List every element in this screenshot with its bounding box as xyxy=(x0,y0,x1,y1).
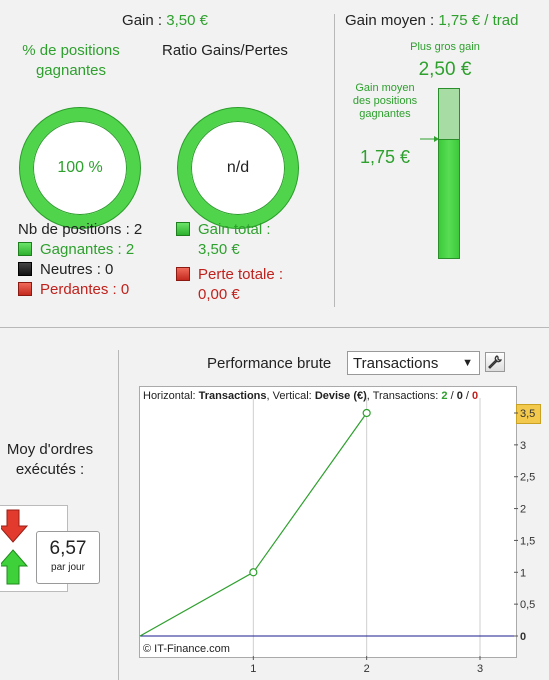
nb-positions-label: Nb de positions : 2 xyxy=(18,220,143,238)
pct-winning-value: 100 % xyxy=(57,159,103,176)
y-tick-label: 2,5 xyxy=(520,472,535,484)
gain-total-amount: 3,50 € xyxy=(198,240,240,258)
y-tick-label: 1,5 xyxy=(520,535,535,547)
legend-perdantes: Perdantes : 0 xyxy=(18,279,129,299)
avg-winning-value: 1,75 € xyxy=(359,147,411,167)
caption-vertical-value: Devise (€) xyxy=(314,390,367,402)
ratio-value: n/d xyxy=(226,159,250,176)
gain-total-value: 3,50 € xyxy=(198,239,240,259)
pct-winning-title: % de positions gagnantes xyxy=(22,42,120,79)
divider-vertical-top xyxy=(334,14,335,307)
gain-total-label: Gain total : xyxy=(198,220,271,238)
caption-transactions: , Transactions: xyxy=(366,390,439,402)
red-square-icon xyxy=(176,267,190,281)
legend-perte-totale: Perte totale : xyxy=(176,264,283,284)
legend-neutres: Neutres : 0 xyxy=(18,259,113,279)
y-tick-label: 1 xyxy=(520,567,526,579)
y-tick-label: 2 xyxy=(520,504,526,516)
green-square-icon xyxy=(18,242,32,256)
red-square-icon xyxy=(18,282,32,296)
settings-button[interactable] xyxy=(485,352,505,372)
orders-label: Moy d'ordres exécutés : xyxy=(6,441,94,478)
average-gain-value: 1,75 € / trad xyxy=(438,12,519,29)
chevron-down-icon: ▼ xyxy=(462,357,473,369)
nb-positions: Nb de positions : 2 xyxy=(18,219,142,239)
x-tick-label: 3 xyxy=(477,663,483,675)
chart-caption: Horizontal: Transactions, Vertical: Devi… xyxy=(143,390,479,402)
data-point xyxy=(362,408,371,418)
ratio-title: Ratio Gains/Pertes xyxy=(162,42,288,59)
data-point xyxy=(249,568,258,577)
divider-horizontal xyxy=(0,327,549,328)
orders-card: 6,57 par jour xyxy=(36,531,100,584)
perte-totale-label: Perte totale : xyxy=(198,265,284,283)
caption-vertical: , Vertical: xyxy=(266,390,312,402)
performance-label: Performance brute xyxy=(207,355,332,372)
divider-vertical-bottom xyxy=(118,350,119,680)
y-tick-label: 3 xyxy=(520,440,526,452)
legend-gagnantes: Gagnantes : 2 xyxy=(18,239,134,259)
perte-totale-amount: 0,00 € xyxy=(198,285,240,303)
gain-value: 3,50 € xyxy=(166,12,208,29)
caption-winning-count: 2 xyxy=(441,390,448,402)
avg-winning-label: Gain moyen des positions gagnantes xyxy=(352,82,418,120)
perdantes-label: Perdantes : 0 xyxy=(40,280,130,298)
arrow-right-icon xyxy=(420,136,439,142)
caption-horizontal-value: Transactions xyxy=(198,390,267,402)
green-square-icon xyxy=(176,222,190,236)
orders-unit: par jour xyxy=(51,562,85,573)
biggest-gain-label: Plus gros gain xyxy=(410,41,480,53)
caption-horizontal: Horizontal: xyxy=(143,390,196,402)
performance-select-value: Transactions xyxy=(353,354,439,372)
gauge-max-zone xyxy=(439,89,459,140)
black-square-icon xyxy=(18,262,32,276)
caption-losing-count: 0 xyxy=(472,390,479,402)
y-tick-label: 0,5 xyxy=(520,599,535,611)
y-tick-label: 0 xyxy=(520,631,526,643)
legend-gain-total: Gain total : xyxy=(176,219,271,239)
up-down-arrows-icon xyxy=(1,509,29,585)
neutres-label: Neutres : 0 xyxy=(40,260,114,278)
gauge-fill xyxy=(439,140,459,258)
average-gain-header: Gain moyen : 1,75 € / trad xyxy=(345,12,549,29)
average-gain-label: Gain moyen : xyxy=(345,12,435,29)
caption-neutral-count: 0 xyxy=(456,390,463,402)
y-axis-max-highlight xyxy=(516,404,541,424)
performance-chart-area xyxy=(139,386,517,658)
biggest-gain-value: 2,50 € xyxy=(418,59,472,80)
y-tick-label: 3,5 xyxy=(520,408,535,420)
copyright: © IT-Finance.com xyxy=(143,643,230,655)
x-tick-label: 1 xyxy=(250,663,256,675)
x-tick-label: 2 xyxy=(364,663,370,675)
gain-label: Gain : xyxy=(122,12,163,29)
orders-value: 6,57 xyxy=(49,538,87,559)
perte-totale-value: 0,00 € xyxy=(198,284,240,304)
wrench-icon xyxy=(488,355,502,369)
gain-header: Gain : 3,50 € xyxy=(0,12,330,29)
performance-select[interactable]: Transactions ▼ xyxy=(347,351,480,375)
gain-gauge xyxy=(438,88,460,259)
gagnantes-label: Gagnantes : 2 xyxy=(40,240,135,258)
